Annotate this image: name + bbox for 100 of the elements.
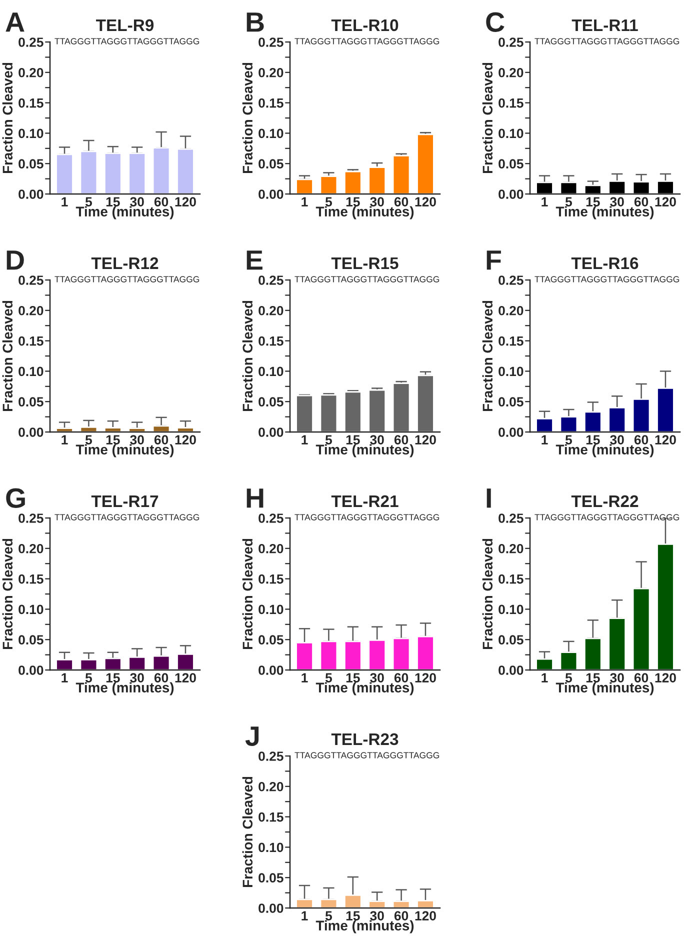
y-tick-label: 0.20 (498, 306, 524, 316)
y-tick-label: 0.00 (498, 190, 524, 199)
y-tick-label: 0.20 (18, 544, 44, 554)
x-tick-label: 120 (415, 435, 436, 444)
y-tick-label: 0.25 (498, 276, 524, 285)
x-tick-label: 60 (154, 197, 168, 206)
y-tick-label: 0.10 (498, 366, 524, 376)
chart-subtitle: TTAGGGTTAGGGTTAGGGTTAGGG (54, 276, 200, 282)
x-tick-label: 120 (655, 197, 676, 206)
x-tick-label: 60 (154, 673, 168, 682)
y-tick-label: 0.00 (18, 666, 44, 675)
y-tick-label: 0.20 (258, 68, 284, 78)
x-tick-label: 30 (130, 435, 144, 444)
chart-title: TEL-R22 (571, 495, 638, 507)
y-tick-label: 0.00 (498, 666, 524, 675)
x-axis-title: Time (minutes) (316, 444, 414, 458)
x-axis-title: Time (minutes) (76, 682, 174, 696)
y-tick-label: 0.10 (258, 128, 284, 138)
x-tick-label: 1 (302, 911, 308, 920)
y-tick-label: 0.05 (258, 873, 284, 883)
y-tick-label: 0.00 (18, 190, 44, 199)
text: G (6, 488, 25, 508)
chart-title: TEL-R23 (331, 733, 398, 746)
chart-subtitle: TTAGGGTTAGGGTTAGGGTTAGGG (534, 514, 680, 520)
chart-subtitle: TTAGGGTTAGGGTTAGGGTTAGGG (294, 276, 440, 282)
y-tick-label: 0.15 (258, 98, 284, 108)
y-tick-label: 0.25 (498, 38, 524, 47)
y-axis-title: Fraction Cleaved (2, 538, 13, 650)
y-tick-label: 0.05 (498, 397, 524, 407)
y-axis-title: Fraction Cleaved (2, 62, 13, 174)
y-tick-label: 0.20 (258, 782, 284, 792)
chart-subtitle: TTAGGGTTAGGGTTAGGGTTAGGG (54, 38, 200, 44)
x-tick-label: 120 (175, 197, 196, 206)
chart-subtitle: TTAGGGTTAGGGTTAGGGTTAGGG (534, 276, 680, 282)
chart-subtitle: TTAGGGTTAGGGTTAGGGTTAGGG (294, 752, 440, 758)
x-tick-label: 30 (130, 197, 144, 206)
x-tick-label: 120 (655, 435, 676, 444)
chart-title: TEL-R12 (91, 257, 158, 269)
y-tick-label: 0.00 (258, 666, 284, 675)
x-axis-title: Time (minutes) (316, 206, 414, 220)
text: D (6, 250, 24, 270)
y-axis-title: Fraction Cleaved (242, 62, 253, 174)
x-tick-label: 5 (85, 197, 92, 206)
y-tick-label: 0.10 (18, 366, 44, 376)
x-tick-label: 1 (62, 435, 68, 444)
y-tick-label: 0.10 (258, 842, 284, 852)
x-axis-title: Time (minutes) (76, 444, 174, 458)
x-tick-label: 15 (346, 673, 360, 682)
x-tick-label: 5 (565, 673, 572, 682)
y-tick-label: 0.15 (498, 336, 524, 346)
y-tick-label: 0.00 (258, 428, 284, 437)
x-tick-label: 5 (85, 673, 92, 682)
y-tick-label: 0.15 (498, 574, 524, 584)
text: B (246, 12, 264, 32)
x-tick-label: 15 (106, 673, 120, 682)
x-tick-label: 5 (325, 435, 332, 444)
x-axis-title: Time (minutes) (556, 682, 654, 696)
y-axis-title: Fraction Cleaved (242, 538, 253, 650)
y-tick-label: 0.20 (258, 306, 284, 316)
x-tick-label: 30 (610, 197, 624, 206)
y-tick-label: 0.10 (18, 604, 44, 614)
y-tick-label: 0.15 (18, 336, 44, 346)
text: H (246, 488, 264, 508)
chart-subtitle: TTAGGGTTAGGGTTAGGGTTAGGG (294, 514, 440, 520)
x-tick-label: 15 (346, 911, 360, 920)
text: J (245, 726, 259, 746)
y-tick-label: 0.20 (498, 544, 524, 554)
y-tick-label: 0.25 (18, 38, 44, 47)
y-tick-label: 0.10 (258, 366, 284, 376)
x-tick-label: 120 (175, 673, 196, 682)
chart-title: TEL-R10 (331, 19, 398, 32)
x-tick-label: 30 (610, 435, 624, 444)
y-tick-label: 0.15 (258, 336, 284, 346)
x-tick-label: 60 (394, 197, 408, 206)
y-tick-label: 0.25 (258, 38, 284, 47)
chart-title: TEL-R11 (572, 19, 638, 31)
chart-title: TEL-R16 (571, 257, 638, 270)
x-tick-label: 1 (302, 673, 308, 682)
x-tick-label: 60 (154, 435, 168, 444)
y-tick-label: 0.25 (258, 514, 284, 523)
chart-title: TEL-R17 (91, 495, 158, 507)
y-axis-title: Fraction Cleaved (482, 300, 493, 412)
x-axis-title: Time (minutes) (316, 920, 414, 934)
y-tick-label: 0.25 (258, 276, 284, 285)
x-tick-label: 1 (62, 197, 68, 206)
y-tick-label: 0.00 (258, 190, 284, 199)
x-axis-title: Time (minutes) (76, 206, 174, 220)
y-tick-label: 0.10 (18, 128, 44, 138)
y-tick-label: 0.10 (258, 604, 284, 614)
x-tick-label: 5 (325, 911, 332, 920)
x-axis-title: Time (minutes) (556, 444, 654, 458)
y-tick-label: 0.20 (498, 68, 524, 78)
text: I (486, 488, 491, 508)
text: E (246, 250, 262, 270)
x-tick-label: 5 (85, 435, 92, 444)
x-tick-label: 120 (415, 673, 436, 682)
x-tick-label: 120 (415, 197, 436, 206)
y-tick-label: 0.00 (18, 428, 44, 437)
x-tick-label: 60 (634, 673, 648, 682)
y-tick-label: 0.05 (258, 397, 284, 407)
